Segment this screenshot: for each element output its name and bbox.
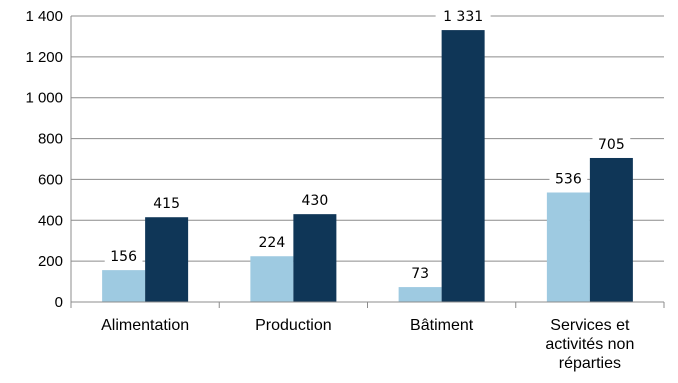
y-tick-label: 1 200 xyxy=(25,49,63,66)
axes xyxy=(70,16,665,308)
data-label-background xyxy=(435,7,491,27)
y-tick-label: 600 xyxy=(38,171,63,188)
bar xyxy=(398,287,442,302)
bar xyxy=(441,30,485,303)
x-category-label: Production xyxy=(255,317,332,334)
y-tick-label: 200 xyxy=(38,253,63,270)
y-tick-label: 800 xyxy=(38,131,63,148)
bar xyxy=(546,192,590,302)
data-label: 224 xyxy=(259,235,286,251)
x-category-label: Services et activités non réparties xyxy=(545,317,634,372)
data-label: 1 331 xyxy=(443,9,483,25)
bar xyxy=(293,214,337,302)
x-category-label-line: Bâtiment xyxy=(410,317,474,334)
x-category-label-line: activités non xyxy=(545,336,634,353)
x-category-label-line: Alimentation xyxy=(101,317,189,334)
data-label: 430 xyxy=(302,193,329,209)
data-label: 156 xyxy=(110,249,137,265)
bars xyxy=(102,30,633,303)
bar xyxy=(589,157,633,302)
bar xyxy=(102,270,146,302)
data-label-background xyxy=(549,169,588,189)
x-category-label-line: réparties xyxy=(559,355,621,372)
x-category-label-line: Production xyxy=(255,317,332,334)
data-label-background xyxy=(405,264,435,284)
data-labels: 156 415 224 430 73 1 331 536 705 xyxy=(104,7,631,284)
x-category-label-line: Services et xyxy=(550,317,630,334)
data-label: 415 xyxy=(153,196,180,212)
bar xyxy=(250,256,294,302)
y-tick-label: 400 xyxy=(38,212,63,229)
data-label-background xyxy=(147,194,186,214)
data-label: 73 xyxy=(411,266,429,282)
x-axis-category-labels: Alimentation Production Bâtiment Services e… xyxy=(101,317,634,372)
y-axis-tick-labels: 0 200 400 600 800 1 000 1 200 1 400 xyxy=(25,8,63,311)
data-label-background xyxy=(252,233,291,253)
data-label: 705 xyxy=(598,137,625,153)
x-category-label: Alimentation xyxy=(101,317,189,334)
data-label-background xyxy=(104,247,143,267)
y-tick-label: 1 000 xyxy=(25,90,63,107)
data-label-background xyxy=(295,191,334,211)
y-tick-label: 0 xyxy=(55,294,63,311)
data-label: 536 xyxy=(555,172,582,188)
x-category-label: Bâtiment xyxy=(410,317,474,334)
y-tick-label: 1 400 xyxy=(25,8,63,25)
bar xyxy=(145,217,189,302)
data-label-background xyxy=(592,134,631,154)
